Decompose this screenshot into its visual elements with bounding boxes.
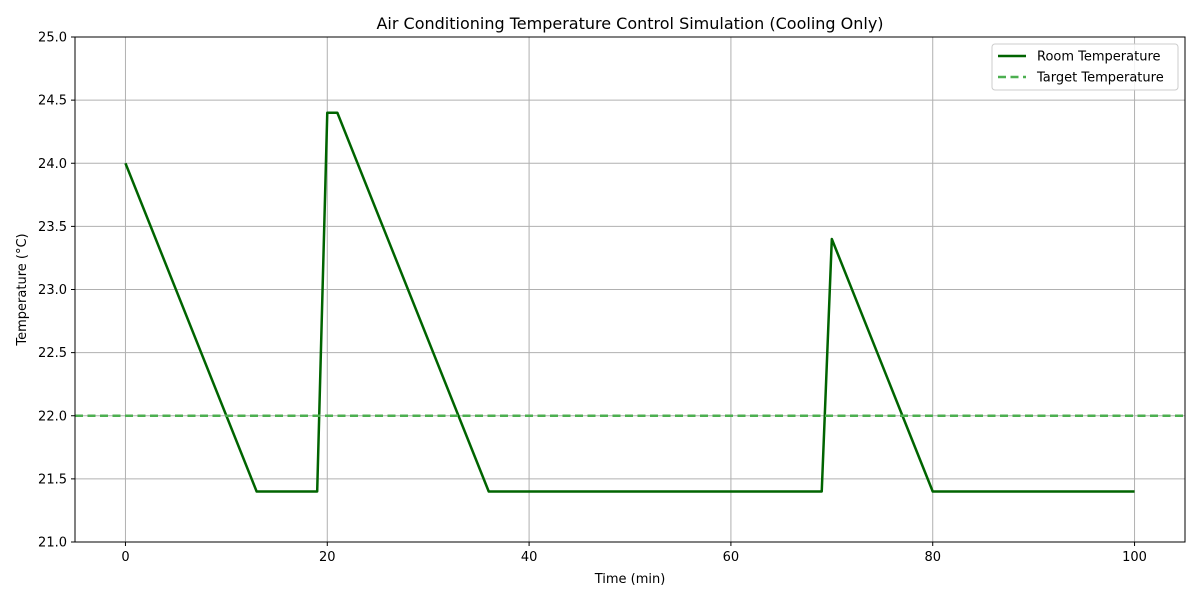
x-axis-label: Time (min) — [594, 572, 666, 587]
y-tick-label: 21.0 — [38, 536, 67, 551]
series-layer — [75, 111, 1185, 493]
x-tick-label: 60 — [723, 550, 740, 565]
chart-title: Air Conditioning Temperature Control Sim… — [376, 14, 883, 33]
y-tick-label: 25.0 — [38, 31, 67, 46]
x-axis-ticks: 0 20 40 60 80 100 — [121, 542, 1147, 565]
y-axis-label: Temperature (°C) — [15, 233, 30, 346]
y-axis-ticks: 21.0 21.5 22.0 22.5 23.0 23.5 24.0 24.5 25.0 — [38, 31, 75, 551]
y-tick-label: 22.5 — [38, 346, 67, 361]
y-tick-label: 23.0 — [38, 283, 67, 298]
legend-label: Room Temperature — [1037, 50, 1161, 65]
x-tick-label: 40 — [521, 550, 538, 565]
legend-box — [991, 43, 1179, 91]
legend-label: Target Temperature — [1036, 71, 1164, 86]
y-tick-label: 21.5 — [38, 472, 67, 487]
x-tick-label: 20 — [319, 550, 336, 565]
x-tick-label: 100 — [1122, 550, 1147, 565]
room-temperature-line — [124, 111, 1135, 493]
legend: Room Temperature Target Temperature — [991, 43, 1179, 91]
y-tick-label: 24.0 — [38, 157, 67, 172]
x-tick-label: 0 — [121, 550, 129, 565]
x-tick-label: 80 — [924, 550, 941, 565]
y-tick-label: 23.5 — [38, 220, 67, 235]
y-tick-label: 22.0 — [38, 409, 67, 424]
y-tick-label: 24.5 — [38, 94, 67, 109]
